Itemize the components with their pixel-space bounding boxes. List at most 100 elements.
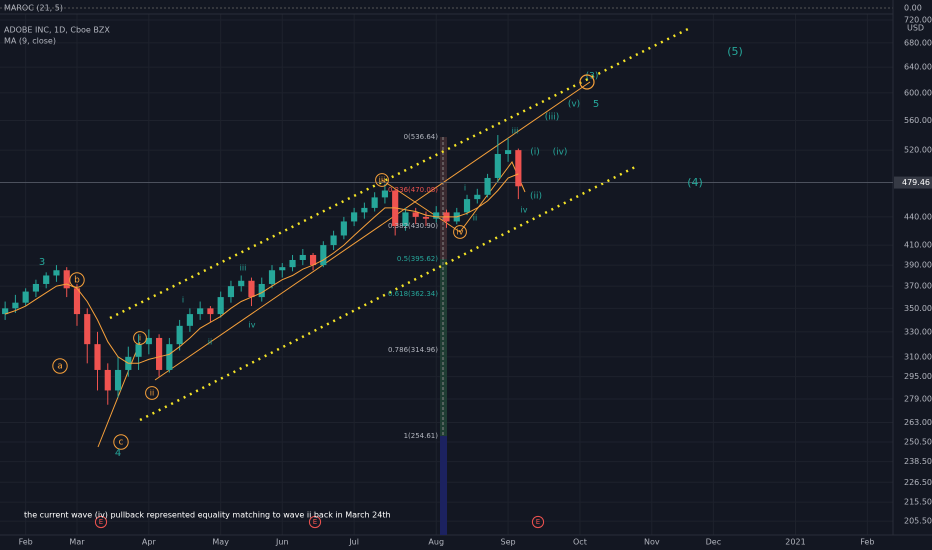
wave-line (97, 341, 141, 448)
wave-label: ii (208, 338, 212, 347)
candle-body (402, 212, 409, 227)
y-tick-label: 680.00 (904, 38, 932, 47)
candle-body (73, 288, 81, 315)
wave-label: 5 (593, 99, 599, 110)
y-tick-label: 263.00 (904, 418, 932, 427)
y-tick-label: 640.00 (904, 63, 932, 72)
candle-body (505, 150, 512, 154)
candle-body (207, 308, 214, 315)
wave-label: E (313, 518, 317, 526)
candle-body (258, 283, 265, 298)
y-tick-label: 279.00 (904, 394, 932, 403)
candle-body (361, 207, 368, 213)
marks (0, 135, 893, 405)
x-tick-label: 2021 (785, 538, 805, 547)
x-tick-label: Nov (644, 538, 660, 547)
candle-body (53, 270, 60, 276)
candle-body (279, 267, 286, 271)
y-tick-label: 560.00 (904, 116, 932, 125)
wave-label: iii (379, 176, 386, 185)
y-tick-label: 440.00 (904, 212, 932, 221)
wave-label: i (139, 334, 141, 343)
y-tick-label: 226.50 (904, 478, 932, 487)
x-tick-label: Sep (501, 538, 516, 547)
candle-body (22, 291, 29, 303)
x-tick-label: Jul (348, 538, 359, 547)
candle-body (186, 314, 193, 326)
candle-body (371, 197, 378, 208)
candle-body (2, 308, 9, 315)
wave-label: (4) (687, 176, 703, 189)
wave-label: 4 (115, 448, 121, 459)
x-tick-label: Dec (706, 538, 721, 547)
annotation-circle (531, 515, 545, 529)
fib-label: 1(254.61) (404, 432, 439, 440)
y-tick-label: 390.00 (904, 261, 932, 270)
wave-label: (ii) (530, 192, 542, 202)
x-tick-label: Jun (275, 538, 289, 547)
wave-label: iv (457, 228, 464, 237)
x-tick-label: Apr (142, 538, 157, 547)
y-tick-label: 520.00 (904, 146, 932, 155)
candle-body (351, 212, 358, 222)
wave-label: E (99, 518, 103, 526)
wave-label: E (536, 518, 540, 526)
note: the current wave (iv) pullback represent… (24, 511, 391, 520)
y-tick-label: 250.50 (904, 438, 932, 447)
wave-label: b (74, 276, 80, 286)
candle-body (217, 297, 224, 315)
chart-title: ADOBE INC, 1D, Cboe BZX (4, 26, 110, 35)
y-tick-label: 330.00 (904, 327, 932, 336)
x-tick-label: May (212, 538, 229, 547)
indicator-label: MA (9, close) (4, 37, 56, 46)
candle-body (484, 177, 491, 195)
annotations: 0(536.64) 0.236(470.08) 0.382(430.90) 0.5(3… (39, 45, 743, 529)
wave-label: (i) (530, 148, 540, 158)
candle-body (114, 369, 122, 391)
wave-label: iii (512, 127, 519, 136)
y-tick-label: 238.50 (904, 457, 932, 466)
x-tick-label: Mar (69, 538, 85, 547)
candle-body (227, 286, 235, 298)
annotation-circle (69, 272, 85, 288)
candle-body (515, 150, 522, 187)
annotation-circle (453, 225, 467, 239)
candle-body (330, 235, 337, 246)
candle-body (299, 254, 306, 260)
wave-label: 3 (39, 257, 45, 268)
wave-line (154, 81, 591, 381)
fib-label: 0.236(470.08) (388, 186, 438, 194)
x-tick-label: Aug (428, 538, 444, 547)
candle-body (340, 221, 347, 236)
currency-label: USD (907, 24, 924, 33)
wave-label: (5) (727, 45, 743, 58)
annotation-circle (145, 386, 159, 400)
y-tick-label: 310.00 (904, 352, 932, 361)
candle-body (248, 280, 255, 298)
y-tick-label: 295.00 (904, 372, 932, 381)
y-tick-label: 720.00 (904, 16, 932, 25)
wave-label: ii (150, 389, 154, 398)
wave-label: i (464, 184, 466, 193)
last-price-box (894, 176, 932, 189)
candle-body (309, 254, 317, 266)
channel-upper (109, 26, 691, 320)
fib-label: 0.5(395.62) (397, 255, 438, 263)
candle-body (166, 344, 173, 370)
annotation-circle (375, 173, 389, 187)
candle-body (63, 270, 70, 289)
candle-body (381, 190, 388, 198)
wave-label: (v) (568, 100, 580, 110)
annotation-circle (133, 331, 147, 345)
wave-label: a (57, 362, 63, 372)
candle-body (412, 212, 419, 217)
candle-body (320, 245, 327, 266)
candle-body (422, 216, 430, 219)
fib-label: 0.382(430.90) (388, 222, 438, 230)
wave-label: (iv) (553, 148, 568, 158)
candle-body (176, 325, 183, 345)
candle-body (463, 199, 471, 213)
last-price-label: 479.46 (902, 178, 930, 187)
